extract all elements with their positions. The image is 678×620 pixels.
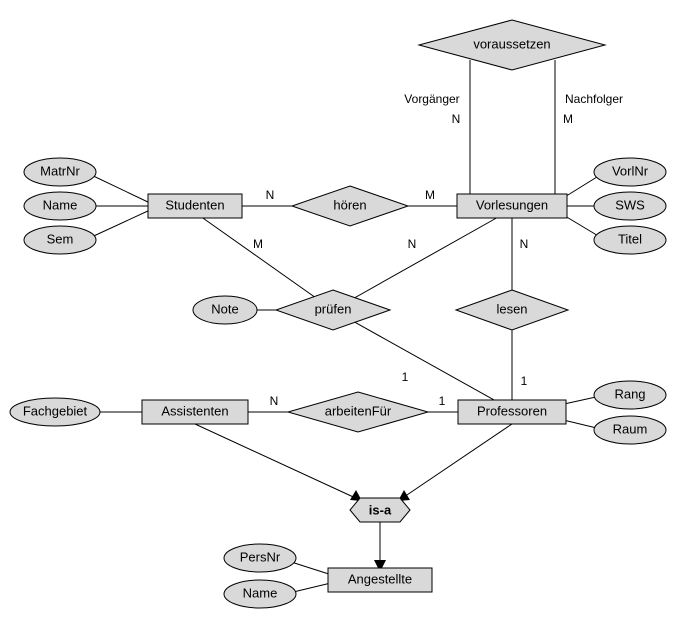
- card-vorg-n: N: [452, 112, 461, 126]
- label-fachgebiet: Fachgebiet: [23, 403, 88, 418]
- label-name-stud: Name: [43, 197, 78, 212]
- label-name-ang: Name: [243, 585, 278, 600]
- label-professoren: Professoren: [477, 403, 547, 418]
- label-assistenten: Assistenten: [161, 403, 228, 418]
- label-voraussetzen: voraussetzen: [473, 36, 550, 51]
- card-lesen-1: 1: [521, 374, 528, 388]
- card-hoeren-m: M: [425, 188, 435, 202]
- label-angestellte: Angestellte: [348, 571, 412, 586]
- label-isa: is-a: [369, 502, 392, 517]
- label-arbeitenfuer: arbeitenFür: [325, 403, 392, 418]
- label-titel: Titel: [618, 231, 642, 246]
- card-nach-m: M: [563, 112, 573, 126]
- card-pruefen-1: 1: [402, 370, 409, 384]
- label-matrnr: MatrNr: [40, 163, 80, 178]
- label-note: Note: [211, 301, 238, 316]
- label-persnr: PersNr: [240, 549, 281, 564]
- edge-vorl-pruefen: [333, 216, 500, 310]
- edge-matrnr-stud: [85, 172, 150, 203]
- edge-ass-isa: [195, 424, 362, 501]
- label-vorlnr: VorlNr: [612, 163, 649, 178]
- label-studenten: Studenten: [165, 197, 224, 212]
- card-pruefen-m: M: [253, 237, 263, 251]
- card-arbeit-n: N: [270, 394, 279, 408]
- label-rang: Rang: [614, 386, 645, 401]
- card-lesen-n: N: [520, 237, 529, 251]
- card-pruefen-n: N: [408, 237, 417, 251]
- label-raum: Raum: [613, 421, 648, 436]
- label-pruefen: prüfen: [315, 301, 352, 316]
- label-lesen: lesen: [496, 301, 527, 316]
- edge-prof-isa: [398, 424, 512, 501]
- label-sem: Sem: [47, 231, 74, 246]
- label-sws: SWS: [615, 197, 645, 212]
- card-vorg: Vorgänger: [404, 92, 459, 106]
- card-arbeit-1: 1: [439, 394, 446, 408]
- label-vorlesungen: Vorlesungen: [476, 197, 548, 212]
- er-diagram: MatrNr Name Sem VorlNr SWS Titel Note Fa…: [0, 0, 678, 620]
- card-hoeren-n: N: [266, 188, 275, 202]
- card-nach: Nachfolger: [565, 92, 623, 106]
- label-hoeren: hören: [333, 197, 366, 212]
